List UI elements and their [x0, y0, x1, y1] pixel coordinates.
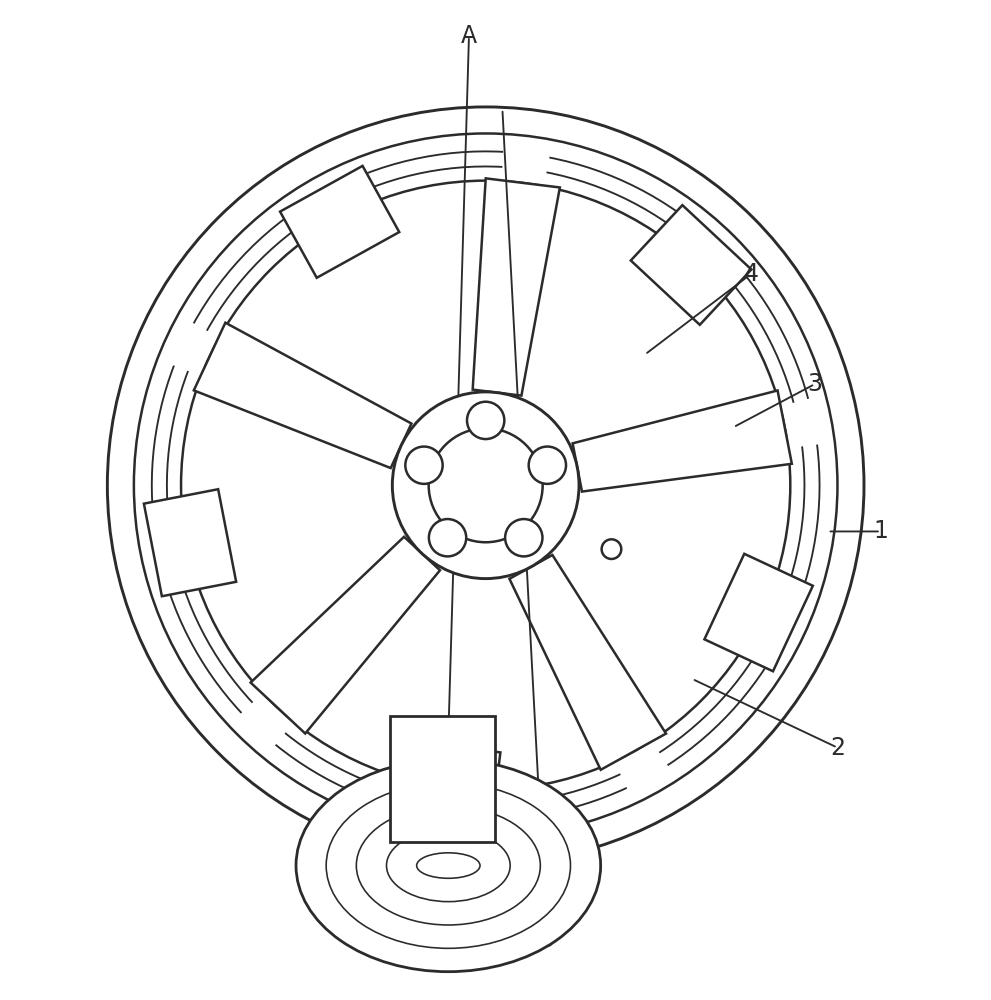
Circle shape [405, 447, 443, 484]
Polygon shape [251, 537, 440, 734]
Text: 4: 4 [743, 262, 758, 286]
Text: A: A [461, 24, 477, 48]
Bar [390, 716, 495, 842]
Text: 2: 2 [830, 736, 845, 760]
Text: 5: 5 [539, 928, 554, 952]
Ellipse shape [296, 759, 601, 972]
Polygon shape [397, 741, 500, 828]
Polygon shape [509, 555, 666, 770]
Polygon shape [473, 178, 560, 396]
Circle shape [505, 519, 542, 556]
Circle shape [467, 402, 504, 439]
Polygon shape [631, 205, 751, 325]
Polygon shape [144, 489, 236, 596]
Text: 1: 1 [873, 519, 888, 543]
Polygon shape [573, 390, 792, 492]
Polygon shape [705, 554, 813, 671]
Polygon shape [280, 166, 399, 278]
Polygon shape [194, 323, 411, 468]
Text: 3: 3 [808, 372, 823, 396]
Circle shape [392, 392, 579, 579]
Circle shape [429, 519, 466, 556]
Circle shape [528, 447, 566, 484]
